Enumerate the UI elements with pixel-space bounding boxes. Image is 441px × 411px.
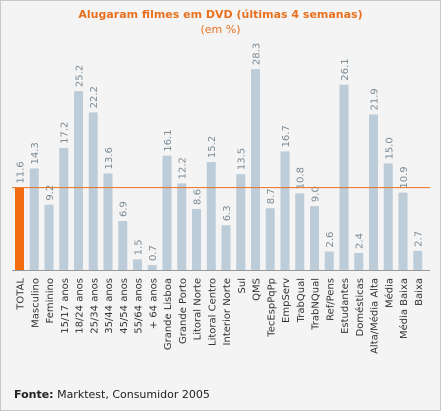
bar bbox=[339, 84, 349, 270]
data-label: 17.2 bbox=[60, 122, 71, 144]
category-label: QMS bbox=[252, 278, 263, 301]
category-label: TrabQual bbox=[296, 278, 307, 323]
category-label: Masculino bbox=[30, 278, 41, 328]
category-label: Grande Porto bbox=[178, 278, 189, 344]
data-label: 2.6 bbox=[325, 232, 336, 248]
data-label: 14.3 bbox=[30, 142, 41, 164]
category-label: Domésticas bbox=[354, 278, 366, 336]
category-label: Litoral Norte bbox=[193, 278, 204, 340]
bar bbox=[265, 208, 275, 270]
bar bbox=[251, 69, 260, 270]
category-label: Média Baixa bbox=[398, 278, 410, 339]
data-label: 6.9 bbox=[119, 201, 130, 217]
category-label: Estudantes bbox=[340, 278, 351, 334]
data-label: 9.2 bbox=[45, 185, 56, 201]
bar bbox=[354, 252, 364, 270]
source-label: Fonte: bbox=[14, 388, 54, 401]
bar bbox=[383, 163, 393, 270]
chart-subtitle: (em %) bbox=[200, 23, 241, 36]
data-label: 9.0 bbox=[311, 186, 322, 202]
bar bbox=[88, 112, 98, 270]
bar bbox=[118, 221, 128, 270]
source-text: Marktest, Consumidor 2005 bbox=[53, 388, 210, 401]
bar bbox=[192, 208, 201, 270]
category-label: 18/24 anos bbox=[75, 278, 86, 334]
data-label: 26.1 bbox=[340, 58, 351, 80]
category-label: Alta/Média Alta bbox=[369, 278, 381, 354]
data-label: 22.2 bbox=[89, 86, 100, 108]
bar bbox=[59, 147, 69, 270]
data-label: 28.3 bbox=[252, 43, 263, 65]
category-label: 25/34 anos bbox=[89, 278, 100, 334]
bar bbox=[206, 162, 216, 270]
data-label: 10.8 bbox=[296, 167, 307, 189]
bar bbox=[398, 192, 408, 270]
category-label: 45/54 anos bbox=[119, 278, 130, 334]
bar bbox=[147, 265, 157, 270]
category-label: Litoral Centro bbox=[207, 278, 218, 346]
category-label: Ref/Pens bbox=[325, 278, 336, 321]
category-label: Sul bbox=[237, 278, 248, 293]
data-label: 2.7 bbox=[414, 231, 425, 247]
data-label: 12.2 bbox=[178, 157, 189, 179]
bar bbox=[413, 250, 423, 270]
category-label: TOTAL bbox=[16, 278, 27, 311]
bar bbox=[236, 174, 246, 270]
data-label: 25.2 bbox=[75, 65, 86, 87]
data-label: 1.5 bbox=[134, 239, 145, 255]
category-label: Grande Lisboa bbox=[163, 278, 174, 350]
category-label: 15/17 anos bbox=[60, 278, 71, 334]
bar bbox=[177, 183, 187, 270]
bar bbox=[15, 187, 24, 270]
category-label: TecEspPqPp bbox=[266, 278, 277, 338]
bar bbox=[44, 204, 54, 270]
data-label: 6.3 bbox=[222, 205, 233, 221]
data-label: 8.7 bbox=[266, 188, 277, 204]
bar bbox=[280, 151, 290, 270]
category-label: 55/64 anos bbox=[134, 278, 145, 334]
bar bbox=[310, 206, 319, 270]
data-label: 0.7 bbox=[148, 245, 159, 261]
category-label: EmpServ bbox=[281, 278, 292, 323]
bar bbox=[162, 155, 172, 270]
bar bbox=[103, 173, 113, 270]
data-label: 11.6 bbox=[16, 161, 27, 183]
bar bbox=[369, 114, 378, 270]
bar bbox=[295, 193, 305, 270]
bar bbox=[29, 168, 39, 270]
category-label: 35/44 anos bbox=[104, 278, 115, 334]
data-label: 13.5 bbox=[237, 148, 248, 170]
data-label: 10.9 bbox=[399, 166, 410, 188]
source-note: Fonte: Marktest, Consumidor 2005 bbox=[14, 388, 210, 401]
data-label: 16.1 bbox=[163, 129, 174, 151]
data-label: 13.6 bbox=[104, 147, 115, 169]
category-label: Média bbox=[383, 278, 395, 308]
bar bbox=[74, 91, 83, 270]
data-label: 21.9 bbox=[370, 88, 381, 110]
data-label: 2.4 bbox=[355, 233, 366, 249]
data-label: 16.7 bbox=[281, 125, 292, 147]
bar bbox=[133, 259, 142, 270]
chart-title: Alugaram filmes em DVD (últimas 4 semana… bbox=[78, 8, 363, 21]
category-label: + 64 anos bbox=[148, 278, 159, 329]
data-label: 15.2 bbox=[207, 136, 218, 158]
bar bbox=[324, 251, 334, 270]
category-label: Feminino bbox=[45, 278, 56, 323]
category-label: Baixa bbox=[414, 278, 425, 306]
category-label: Interior Norte bbox=[222, 278, 233, 345]
data-label: 8.6 bbox=[193, 189, 204, 205]
category-label: TrabNQual bbox=[311, 278, 322, 331]
data-label: 15.0 bbox=[384, 137, 395, 159]
bar bbox=[221, 225, 231, 270]
